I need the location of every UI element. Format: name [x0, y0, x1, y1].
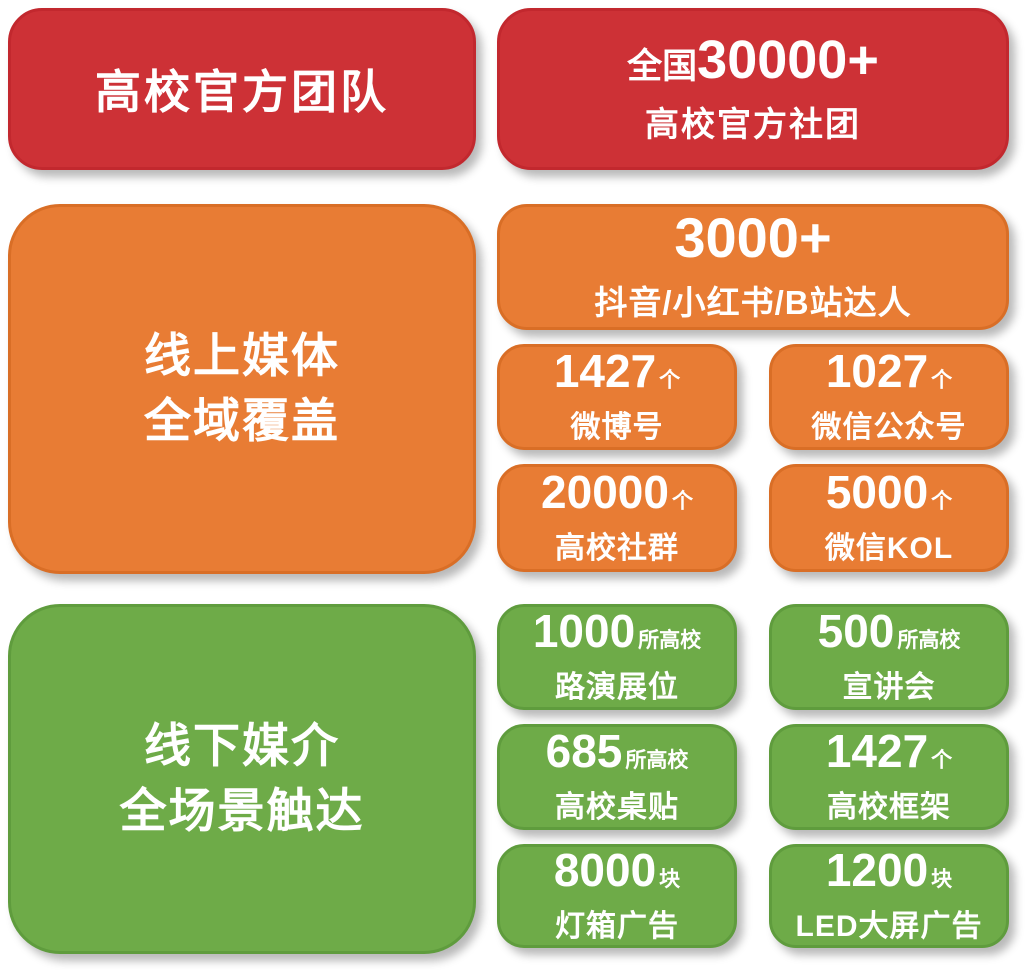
team-stat-prefix: 全国	[627, 46, 698, 86]
stat-desk-sticker-number: 685	[545, 725, 623, 777]
stat-wechat-official-number-row: 1027 个	[826, 348, 952, 394]
team-title-banner: 高校官方团队	[8, 8, 476, 170]
stat-campus-frame-unit: 个	[931, 749, 953, 772]
online-hero-stat: 3000+ 抖音/小红书/B站达人	[497, 204, 1009, 330]
stat-desk-sticker: 685 所高校 高校桌贴	[497, 724, 737, 830]
stat-led-screen-ad-unit: 块	[931, 868, 953, 891]
offline-media-title-line1: 线下媒介	[144, 719, 340, 773]
offline-media-panel: 线下媒介 全场景触达	[8, 604, 476, 954]
stat-campus-frame-number-row: 1427 个	[826, 728, 952, 774]
stat-led-screen-ad: 1200 块 LED大屏广告	[769, 844, 1009, 948]
stat-seminar-label: 宣讲会	[842, 671, 936, 704]
stat-wechat-kol-label: 微信KOL	[824, 532, 954, 565]
stat-seminar: 500 所高校 宣讲会	[769, 604, 1009, 710]
stat-wechat-kol-unit: 个	[931, 490, 953, 513]
stat-wechat-official: 1027 个 微信公众号	[769, 344, 1009, 450]
stat-lightbox-ad-label: 灯箱广告	[555, 910, 679, 943]
stat-seminar-number: 500	[817, 605, 895, 657]
stat-lightbox-ad-unit: 块	[659, 868, 681, 891]
stat-wechat-kol-number: 5000	[825, 466, 929, 518]
team-stat-number: 30000+	[697, 29, 879, 90]
stat-led-screen-ad-number: 1200	[825, 844, 929, 896]
online-media-panel: 线上媒体 全域覆盖	[8, 204, 476, 574]
stat-roadshow-number: 1000	[532, 605, 636, 657]
stat-campus-groups: 20000 个 高校社群	[497, 464, 737, 572]
stat-campus-groups-unit: 个	[671, 490, 693, 513]
stat-roadshow-label: 路演展位	[555, 671, 679, 704]
online-media-title: 线上媒体 全域覆盖	[144, 324, 340, 454]
team-stat-label: 高校官方社团	[645, 105, 861, 144]
online-hero-number: 3000+	[674, 206, 832, 269]
stat-led-screen-ad-label: LED大屏广告	[795, 910, 983, 943]
stat-wechat-kol-number-row: 5000 个	[826, 469, 952, 515]
stat-lightbox-ad-number: 8000	[553, 844, 657, 896]
stat-roadshow-number-row: 1000 所高校	[533, 608, 701, 654]
offline-media-title-line2: 全场景触达	[119, 784, 365, 837]
stat-weibo-number: 1427	[553, 345, 657, 397]
stat-desk-sticker-unit: 所高校	[625, 749, 689, 772]
stat-campus-groups-number: 20000	[541, 466, 669, 518]
stat-wechat-official-label: 微信公众号	[811, 411, 967, 444]
stat-campus-frame: 1427 个 高校框架	[769, 724, 1009, 830]
stat-campus-frame-label: 高校框架	[827, 791, 951, 824]
online-media-title-line2: 全域覆盖	[144, 394, 340, 447]
team-title: 高校官方团队	[95, 66, 389, 118]
stat-desk-sticker-label: 高校桌贴	[555, 791, 679, 824]
stat-weibo-number-row: 1427 个	[554, 348, 680, 394]
stat-roadshow: 1000 所高校 路演展位	[497, 604, 737, 710]
team-stat-banner: 全国 30000+ 高校官方社团	[497, 8, 1009, 170]
stat-lightbox-ad-number-row: 8000 块	[554, 847, 680, 893]
stat-desk-sticker-number-row: 685 所高校	[546, 728, 689, 774]
online-hero-label: 抖音/小红书/B站达人	[594, 284, 912, 321]
stat-campus-groups-label: 高校社群	[555, 532, 679, 565]
team-stat-number-row: 全国 30000+	[627, 33, 879, 87]
stat-roadshow-unit: 所高校	[638, 629, 702, 652]
stat-weibo: 1427 个 微博号	[497, 344, 737, 450]
stat-seminar-number-row: 500 所高校	[818, 608, 961, 654]
stat-campus-frame-number: 1427	[825, 725, 929, 777]
stat-wechat-official-unit: 个	[931, 369, 953, 392]
offline-media-title: 线下媒介 全场景触达	[120, 714, 365, 844]
stat-lightbox-ad: 8000 块 灯箱广告	[497, 844, 737, 948]
stat-wechat-kol: 5000 个 微信KOL	[769, 464, 1009, 572]
stat-led-screen-ad-number-row: 1200 块	[826, 847, 952, 893]
stat-weibo-unit: 个	[659, 369, 681, 392]
stat-campus-groups-number-row: 20000 个	[541, 469, 693, 515]
stat-weibo-label: 微博号	[570, 411, 664, 444]
stat-seminar-unit: 所高校	[897, 629, 961, 652]
online-media-title-line1: 线上媒体	[144, 329, 340, 383]
stat-wechat-official-number: 1027	[825, 345, 929, 397]
